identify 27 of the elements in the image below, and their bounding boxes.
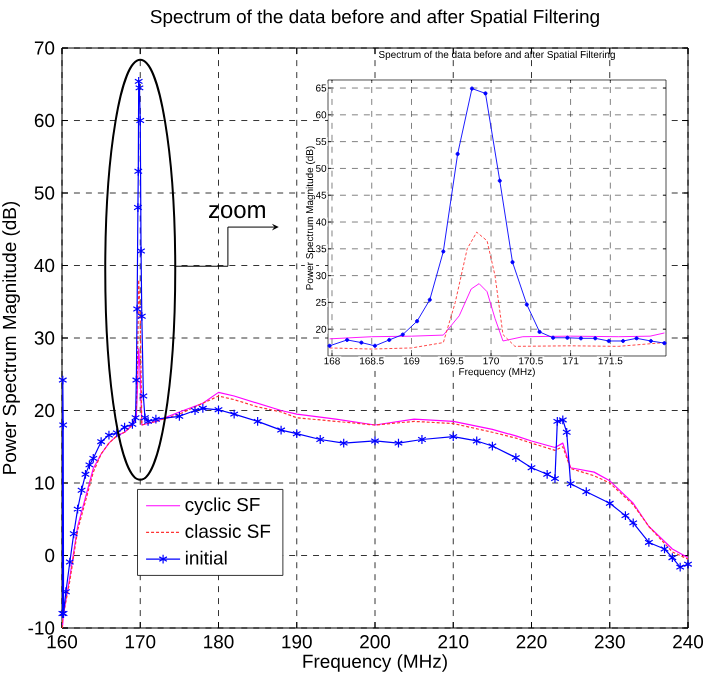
legend-label: initial [185,550,227,565]
y-tick-label: 10 [35,476,55,490]
y-tick-label: 40 [34,258,55,273]
y-tick-label: 60 [34,113,55,128]
x-tick-label: 180 [204,635,234,649]
x-tick-label: 160 [47,635,78,649]
line-series [329,231,665,350]
y-tick-label: 20 [34,403,55,418]
x-tick-label: 210 [438,635,469,649]
x-tick-label: 190 [282,635,312,649]
line-series [329,283,665,342]
y-tick-label: 30 [34,331,55,345]
legend-label: cyclic SF [185,497,260,516]
y-tick-label: 50 [34,186,55,200]
x-axis-title: Frequency (MHz) [303,654,447,672]
annotation: zoom [209,205,265,219]
chart-title: Spectrum of the data before and after Spatial Filtering [150,9,599,28]
y-tick-label: -10 [28,621,55,635]
legend-label: classic SF [185,524,271,538]
x-tick-label: 240 [673,635,704,649]
y-tick-label: 70 [34,41,55,55]
x-tick-label: 200 [360,635,391,649]
x-tick-label: 170 [125,635,156,649]
x-tick-label: 220 [516,635,547,649]
y-tick-label: 0 [45,548,55,563]
x-tick-label: 230 [594,635,625,649]
y-axis-title: Power Spectrum Magnitude (dB) [2,201,20,474]
